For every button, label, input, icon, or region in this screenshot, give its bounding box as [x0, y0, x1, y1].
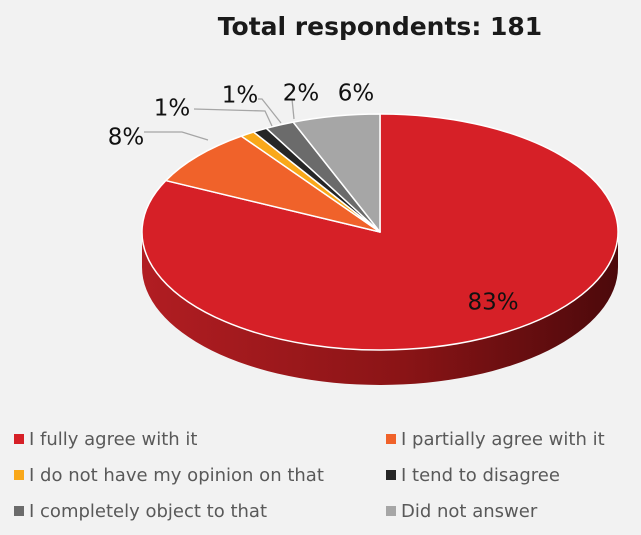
legend-label-5: I completely object to that [29, 500, 268, 522]
legend-swatch-3 [14, 470, 24, 480]
leader-line-2 [144, 131, 209, 141]
legend-item-2: I partially agree with it [386, 424, 641, 454]
pie-slice-2 [165, 135, 381, 233]
legend: I fully agree with it I partially agree w… [14, 424, 641, 526]
pie-slice-6 [292, 113, 381, 233]
legend-label-6: Did not answer [401, 500, 538, 522]
data-label-5: 2% [283, 81, 320, 107]
legend-label-2: I partially agree with it [401, 428, 605, 450]
data-label-4: 1% [222, 83, 259, 109]
legend-swatch-5 [14, 506, 24, 516]
legend-item-3: I do not have my opinion on that [14, 460, 386, 490]
legend-swatch-2 [386, 434, 396, 444]
legend-swatch-4 [386, 470, 396, 480]
legend-swatch-6 [386, 506, 396, 516]
legend-label-4: I tend to disagree [401, 464, 560, 486]
data-label-3: 1% [154, 96, 191, 122]
data-label-2: 8% [108, 125, 145, 151]
legend-item-6: Did not answer [386, 496, 641, 526]
pie-chart: 83% 8% 1% 1% 2% 6% [108, 81, 619, 385]
data-label-1: 83% [467, 290, 518, 316]
leader-line-3 [193, 108, 273, 127]
data-labels: 83% 8% 1% 1% 2% 6% [108, 81, 519, 316]
data-label-6: 6% [338, 81, 375, 107]
leader-lines [144, 98, 295, 141]
leader-line-4 [258, 98, 282, 124]
legend-swatch-1 [14, 434, 24, 444]
pie-3d-side [142, 232, 618, 385]
legend-item-4: I tend to disagree [386, 460, 641, 490]
legend-item-1: I fully agree with it [14, 424, 386, 454]
pie-side-1 [142, 232, 618, 385]
leader-line-5 [287, 98, 295, 120]
legend-label-3: I do not have my opinion on that [29, 464, 324, 486]
legend-item-5: I completely object to that [14, 496, 386, 526]
pie-slices [141, 113, 619, 351]
legend-label-1: I fully agree with it [29, 428, 198, 450]
chart-title: Total respondents: 181 [217, 12, 543, 41]
